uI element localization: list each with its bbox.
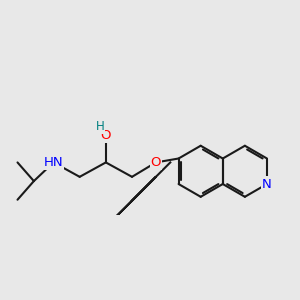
Text: H: H: [96, 120, 104, 133]
Text: HN: HN: [44, 156, 63, 169]
Text: O: O: [151, 156, 161, 169]
Text: N: N: [262, 178, 272, 190]
Text: O: O: [100, 129, 111, 142]
